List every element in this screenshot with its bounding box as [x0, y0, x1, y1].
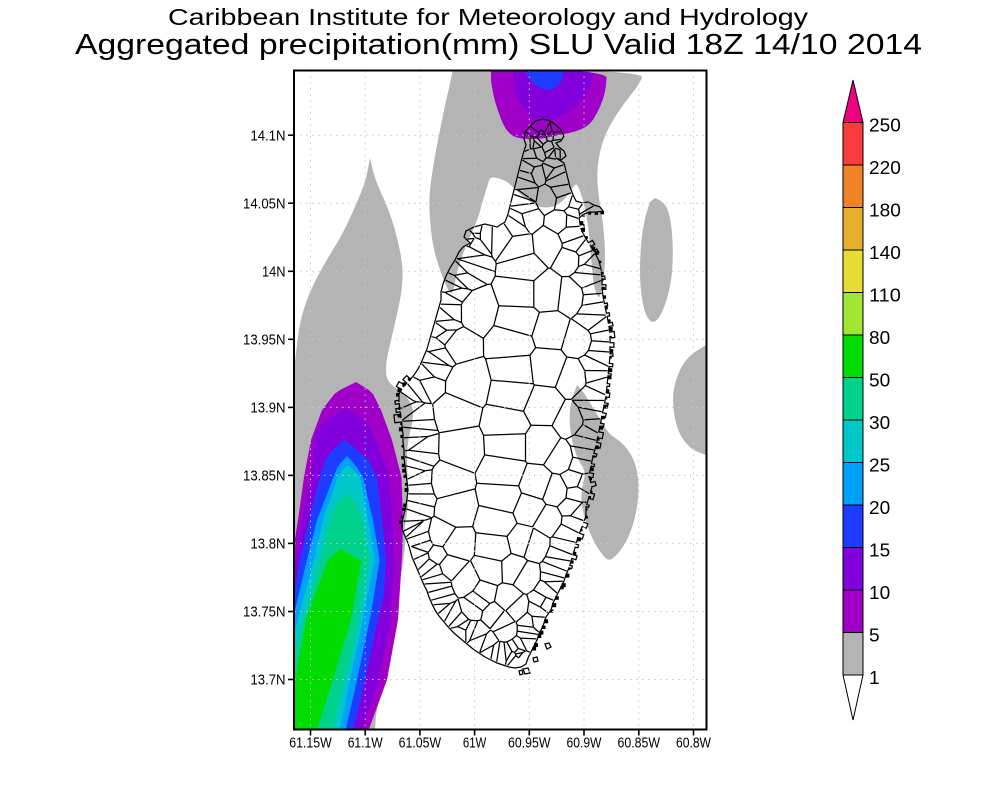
- svg-text:50: 50: [869, 371, 890, 391]
- svg-text:220: 220: [869, 158, 901, 178]
- svg-text:61.1W: 61.1W: [348, 736, 383, 752]
- svg-text:60.85W: 60.85W: [618, 736, 661, 752]
- svg-text:180: 180: [869, 201, 901, 221]
- svg-text:61.15W: 61.15W: [289, 736, 332, 752]
- svg-text:110: 110: [869, 286, 901, 306]
- svg-text:13.95N: 13.95N: [243, 333, 286, 349]
- svg-text:Caribbean Institute for Meteor: Caribbean Institute for Meteorology and …: [168, 4, 809, 30]
- svg-text:13.8N: 13.8N: [251, 537, 286, 553]
- svg-text:140: 140: [869, 243, 901, 263]
- svg-text:14.1N: 14.1N: [251, 128, 286, 144]
- svg-text:5: 5: [869, 626, 880, 646]
- svg-text:14.05N: 14.05N: [243, 196, 286, 212]
- svg-text:250: 250: [869, 116, 901, 136]
- svg-text:80: 80: [869, 328, 890, 348]
- svg-text:14N: 14N: [262, 265, 286, 281]
- svg-text:13.9N: 13.9N: [251, 401, 286, 417]
- svg-text:13.75N: 13.75N: [243, 605, 286, 621]
- svg-text:15: 15: [869, 541, 890, 561]
- svg-text:10: 10: [869, 583, 890, 603]
- svg-text:61W: 61W: [463, 736, 487, 752]
- svg-text:60.95W: 60.95W: [508, 736, 551, 752]
- svg-text:60.8W: 60.8W: [676, 736, 711, 752]
- svg-text:61.05W: 61.05W: [399, 736, 442, 752]
- svg-text:20: 20: [869, 498, 890, 518]
- svg-text:30: 30: [869, 413, 890, 433]
- svg-text:Aggregated precipitation(mm) S: Aggregated precipitation(mm) SLU Valid 1…: [75, 29, 922, 61]
- svg-text:25: 25: [869, 456, 890, 476]
- svg-text:13.7N: 13.7N: [251, 673, 286, 689]
- svg-text:13.85N: 13.85N: [243, 469, 286, 485]
- svg-text:1: 1: [869, 668, 880, 688]
- svg-text:60.9W: 60.9W: [567, 736, 602, 752]
